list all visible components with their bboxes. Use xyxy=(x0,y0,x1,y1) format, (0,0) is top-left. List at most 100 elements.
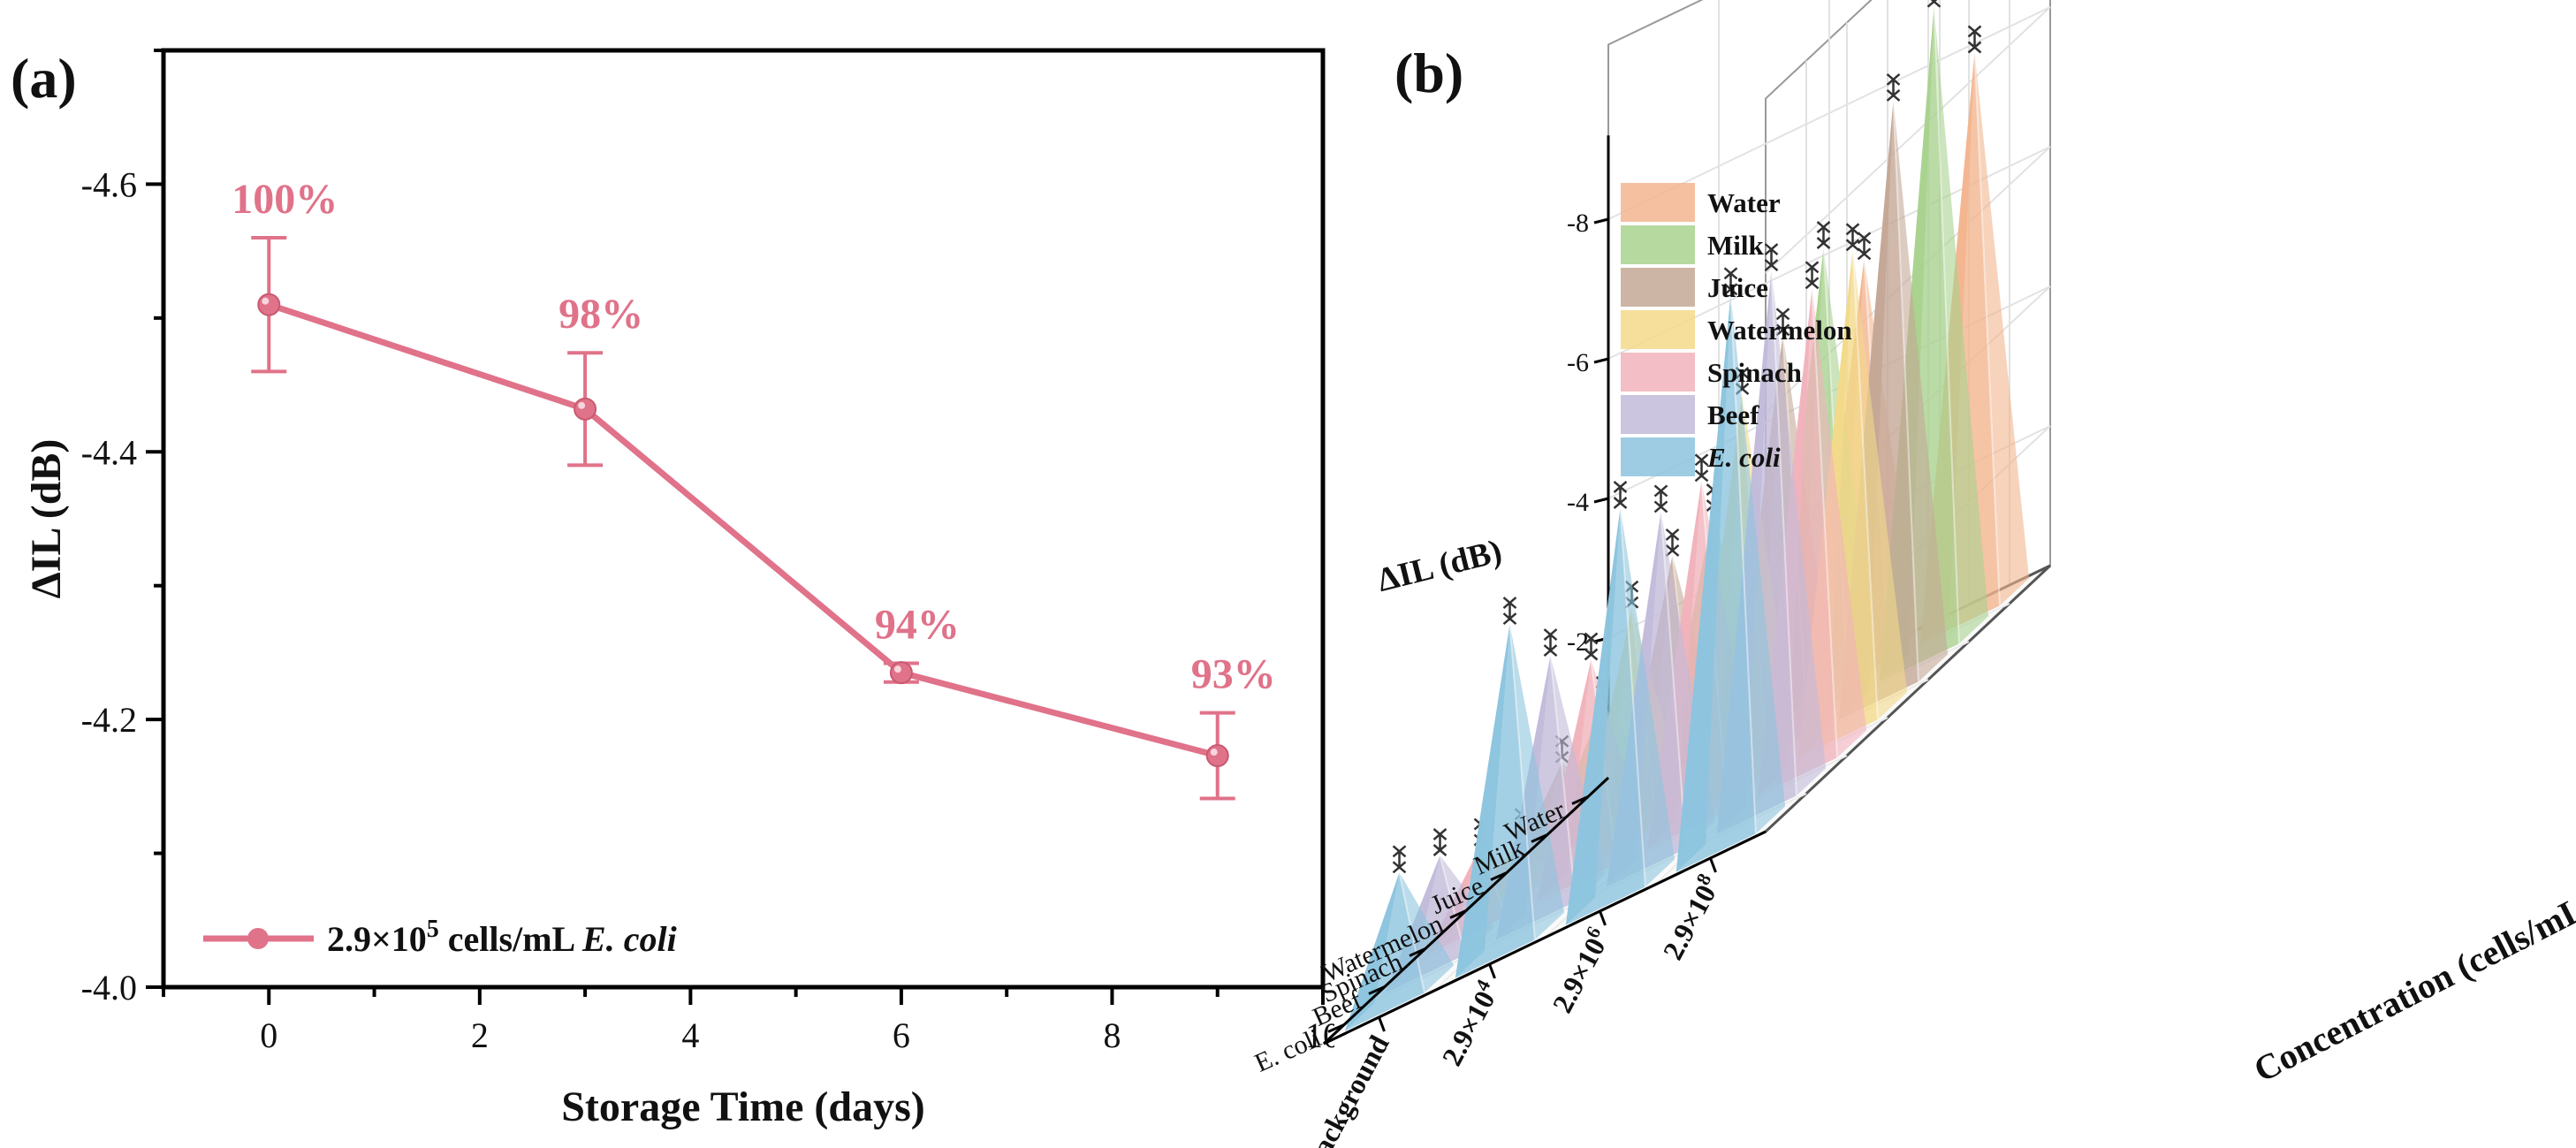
bar-edge xyxy=(1549,655,1577,902)
error-marker xyxy=(1392,845,1407,874)
y-tick-label: -4.4 xyxy=(81,432,137,472)
x-tick-label: 8 xyxy=(1103,1015,1121,1055)
bar-edge xyxy=(1811,288,1838,758)
legend-swatch xyxy=(1621,310,1695,349)
error-marker xyxy=(1735,367,1750,395)
bar-edge xyxy=(1729,294,1757,834)
x-tick-label: 6 xyxy=(893,1015,910,1055)
z-tick-label: -2 xyxy=(1567,627,1589,657)
y-axis-label: ΔIL (dB) xyxy=(23,439,70,599)
series-line xyxy=(268,301,1219,759)
legend-marker xyxy=(247,928,269,949)
y-tick-label: -4.0 xyxy=(81,968,137,1007)
legend-label: E. coli xyxy=(1706,442,1781,473)
legend-label: 2.9×105 cells/mL E. coli xyxy=(327,916,677,959)
sample-tick xyxy=(1490,871,1508,881)
panel-label-a: (a) xyxy=(11,47,77,110)
concentration-tick xyxy=(1599,910,1607,926)
data-label: 94% xyxy=(875,602,960,649)
bar-face-right xyxy=(1730,294,1786,834)
concentration-tick-label: 2.9×108 xyxy=(1654,870,1727,965)
concentration-axis-label: Concentration (cells/mL) xyxy=(2247,883,2576,1090)
legend-swatch xyxy=(1621,353,1695,392)
chart-a: (a) 0 2 4 6 8 10 -4.0 -4.2 -4.4 -4.6 Storage Time (… xyxy=(11,47,1334,1130)
bar-face-right xyxy=(1893,100,1949,682)
error-marker xyxy=(1967,25,1982,54)
bar-face-front xyxy=(1344,872,1425,1031)
z-tick-label: -4 xyxy=(1567,488,1589,517)
sample-tick xyxy=(1409,947,1426,957)
error-marker xyxy=(1584,632,1599,661)
bar-face-right xyxy=(1812,288,1867,758)
legend-swatch xyxy=(1621,268,1695,307)
y-tick-label: -4.2 xyxy=(81,700,137,740)
legend-swatch xyxy=(1621,395,1695,434)
legend-swatch xyxy=(1621,183,1695,222)
x-tick-label: 0 xyxy=(260,1015,277,1055)
bar-face-right xyxy=(1399,872,1455,993)
error-marker xyxy=(1432,828,1448,856)
bar-edge xyxy=(1973,52,2001,606)
error-marker xyxy=(1653,484,1668,513)
x-tick-label: 4 xyxy=(681,1015,699,1055)
data-point-highlight xyxy=(893,665,901,673)
bar-edge xyxy=(1439,855,1466,955)
bar-edge xyxy=(1508,624,1536,940)
sample-tick xyxy=(1368,985,1386,995)
z-tick-label: -8 xyxy=(1567,209,1589,238)
z-tick xyxy=(1593,497,1609,504)
error-marker xyxy=(1723,267,1738,296)
legend-label: Beef xyxy=(1707,399,1759,430)
bar-face-right xyxy=(1934,6,1989,644)
sample-tick xyxy=(1571,795,1589,805)
data-point-highlight xyxy=(262,297,270,305)
z-tick xyxy=(1593,357,1609,364)
bar-face-front xyxy=(1565,508,1645,925)
plot-frame-a xyxy=(161,48,1326,990)
sample-tick xyxy=(1531,833,1548,843)
bar-edge xyxy=(1398,872,1425,993)
sample-tick-label: E. coli xyxy=(1250,1023,1326,1078)
legend-swatch xyxy=(1621,225,1695,264)
error-marker xyxy=(1816,221,1831,249)
bar-edge xyxy=(1933,6,1960,644)
concentration-axis xyxy=(1323,830,1767,1045)
error-marker xyxy=(1613,481,1628,509)
y-tick-label: -4.6 xyxy=(81,164,137,204)
error-marker xyxy=(1845,223,1860,252)
bar-edge xyxy=(1892,100,1919,682)
bar-face-right xyxy=(1509,624,1565,940)
x-tick-label: 2 xyxy=(471,1015,489,1055)
x-tick-label: 10 xyxy=(1305,1015,1334,1055)
error-marker xyxy=(1886,72,1901,102)
bar-face-front xyxy=(1676,294,1756,872)
grid-line xyxy=(1607,6,2051,274)
z-axis-label: ΔIL (dB) xyxy=(1374,533,1506,599)
x-axis-label: Storage Time (days) xyxy=(561,1083,925,1130)
bar-edge xyxy=(1619,507,1646,887)
data-point-highlight xyxy=(578,401,586,409)
bar-face-right xyxy=(1620,508,1676,887)
sample-tick xyxy=(1449,909,1467,919)
bar-face-right xyxy=(1852,250,1908,720)
bar-face-front xyxy=(1455,624,1535,978)
legend-label: Juice xyxy=(1707,272,1768,303)
error-marker xyxy=(1694,453,1709,483)
data-label: 93% xyxy=(1191,651,1276,698)
error-marker xyxy=(1665,528,1680,557)
bar-edge xyxy=(1851,250,1879,720)
error-marker xyxy=(1857,232,1872,261)
concentration-tick xyxy=(1709,857,1717,873)
legend-swatch xyxy=(1621,437,1695,476)
bar-edge xyxy=(1770,270,1797,796)
z-tick xyxy=(1593,217,1609,224)
concentration-tick-label: 2.9×106 xyxy=(1544,923,1616,1018)
legend-label: Water xyxy=(1707,187,1781,218)
error-marker xyxy=(1502,597,1517,626)
concentration-tick xyxy=(1488,963,1496,979)
error-marker xyxy=(1805,261,1820,290)
z-tick-label: -6 xyxy=(1567,348,1589,377)
data-point-highlight xyxy=(1210,749,1218,756)
legend-label: Watermelon xyxy=(1707,315,1852,346)
